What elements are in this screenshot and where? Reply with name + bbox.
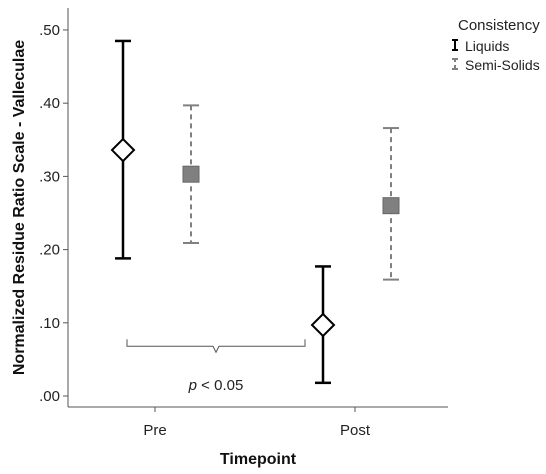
data-point-diamond (310, 312, 336, 338)
y-tick-label: .40 (39, 95, 60, 112)
y-tick-label: .20 (39, 242, 60, 259)
legend-item: Semi-Solids (452, 57, 540, 73)
x-tick-label: Post (340, 422, 371, 439)
y-ticks: .00 .10 .20 .30 .40 .50 (39, 22, 68, 405)
significance-label: p < 0.05 (188, 377, 244, 394)
x-axis-title: Timepoint (220, 451, 297, 468)
x-tick-label: Pre (143, 422, 166, 439)
x-ticks: Pre Post (143, 407, 371, 439)
legend-item: Liquids (452, 38, 509, 54)
data-point-square (382, 197, 400, 215)
significance-label-threshold: < 0.05 (197, 377, 243, 394)
significance-brace (126, 339, 306, 354)
data-point-diamond (110, 137, 136, 163)
legend-label: Liquids (465, 38, 509, 54)
legend-label: Semi-Solids (465, 57, 540, 73)
significance-label-p: p (188, 377, 197, 394)
y-tick-label: .00 (39, 388, 60, 405)
data-point-square (182, 165, 200, 183)
legend: Consistency Liquids Semi-Solids (452, 17, 540, 73)
y-tick-label: .10 (39, 315, 60, 332)
series-semi-solids (182, 104, 400, 281)
y-tick-label: .50 (39, 22, 60, 39)
y-axis-title: Normalized Residue Ratio Scale - Vallecu… (11, 40, 28, 375)
legend-title: Consistency (458, 17, 540, 34)
series-liquids (110, 39, 336, 385)
plot-area (110, 39, 400, 385)
y-tick-label: .30 (39, 168, 60, 185)
significance-annotation: p < 0.05 (126, 339, 306, 394)
